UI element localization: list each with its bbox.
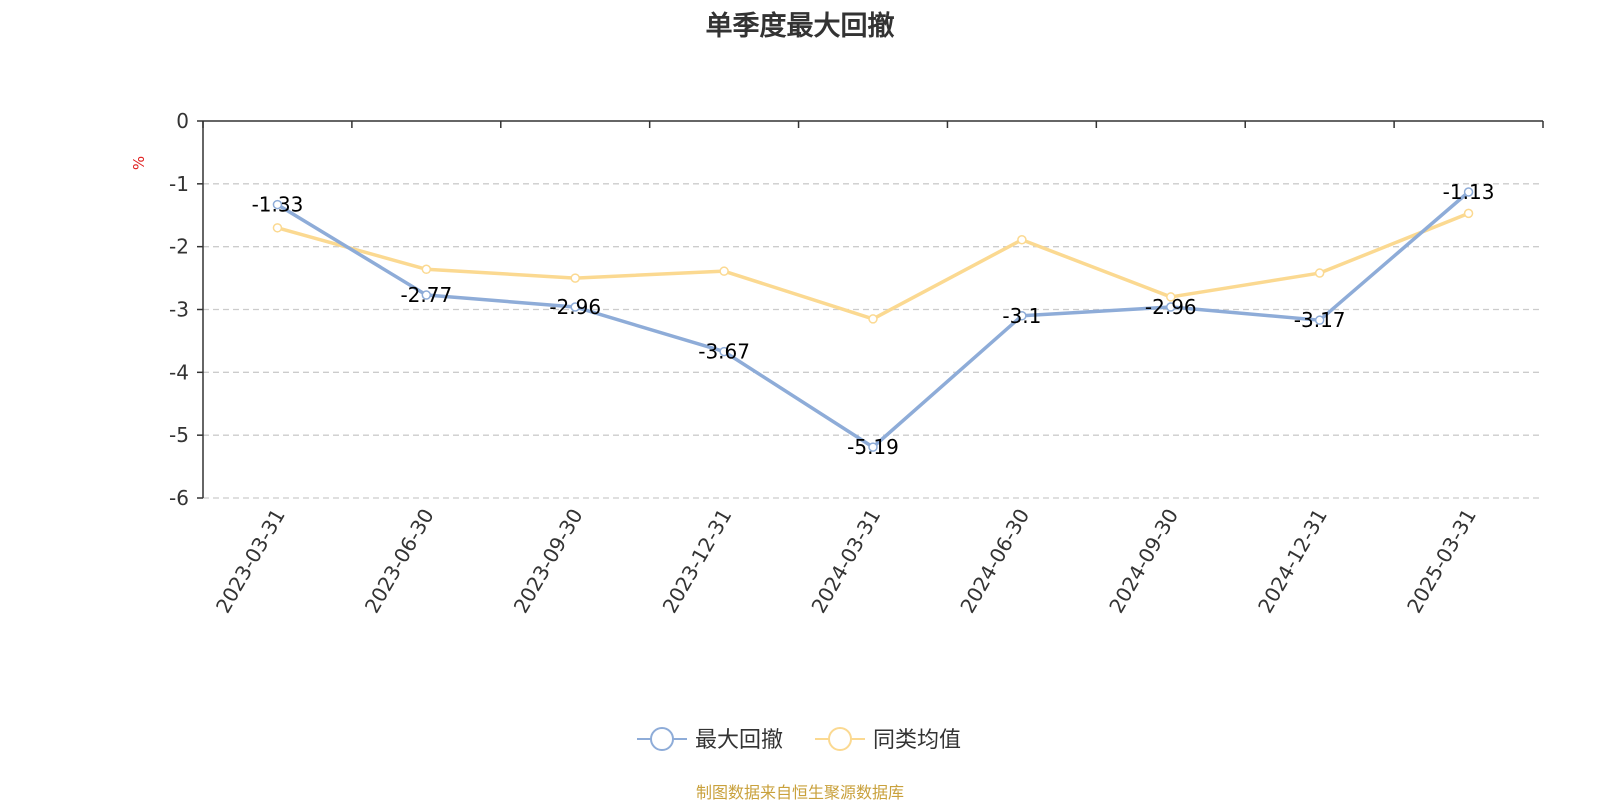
data-point[interactable] [570, 273, 580, 283]
y-axis-label: % [130, 156, 148, 170]
legend-label: 同类均值 [873, 728, 961, 753]
chart-title: 单季度最大回撤 [705, 11, 895, 42]
y-tick-label: -1 [169, 172, 189, 196]
data-point[interactable] [719, 266, 729, 276]
y-tick-label: -5 [169, 423, 189, 447]
grid-lines [203, 183, 1543, 499]
data-point[interactable] [1166, 302, 1176, 312]
data-label: -1.13 [1443, 180, 1495, 204]
data-point[interactable] [1463, 187, 1474, 197]
x-tick-label: 2024-06-30 [955, 505, 1034, 618]
legend-marker [828, 727, 852, 751]
y-tick-label: -3 [169, 298, 189, 322]
data-point[interactable] [421, 290, 432, 300]
data-label: -3.17 [1294, 308, 1346, 332]
data-label: -3.67 [698, 340, 750, 364]
data-label: -1.33 [252, 193, 304, 217]
data-point[interactable] [1017, 235, 1027, 245]
legend-item-1[interactable]: 同类均值 [815, 727, 961, 753]
data-label: -2.77 [400, 283, 452, 307]
legend-marker [650, 727, 674, 751]
data-point[interactable] [421, 264, 432, 275]
axes: 0 -1 -2 -3 -4 -5 -6% 2023-03-31 2023-06-30 2023-0… [130, 109, 1544, 618]
data-labels: -1.33 -2.77 -2.96 -3.67 -5.19 -3.1 -2.96 -3.17 -… [252, 180, 1495, 459]
x-tick-label: 2023-03-31 [211, 505, 290, 618]
data-point[interactable] [272, 223, 283, 233]
legend: 最大回撤 同类均值 [637, 727, 961, 753]
data-point[interactable] [1463, 208, 1474, 219]
x-tick-label: 2024-03-31 [806, 505, 885, 618]
x-tick-label: 2024-12-31 [1253, 505, 1332, 618]
y-tick-label: -2 [169, 235, 189, 259]
data-point[interactable] [570, 302, 580, 312]
source-note: 制图数据来自恒生聚源数据库 [695, 783, 904, 802]
data-point[interactable] [868, 442, 878, 452]
x-tick-label: 2025-03-31 [1402, 505, 1481, 618]
y-tick-label: 0 [176, 109, 189, 133]
x-tick-label: 2023-12-31 [658, 505, 737, 618]
data-label: -3.1 [1002, 304, 1041, 328]
data-point[interactable] [1166, 292, 1176, 302]
legend-label: 最大回撤 [695, 728, 783, 753]
data-point[interactable] [719, 346, 729, 357]
y-tick-label: -4 [169, 360, 189, 384]
data-label: -2.96 [1145, 295, 1197, 319]
x-tick-label: 2024-09-30 [1104, 505, 1183, 618]
series-lines [272, 187, 1474, 452]
x-tick-label: 2023-09-30 [509, 505, 588, 618]
legend-item-0[interactable]: 最大回撤 [637, 727, 783, 753]
data-point[interactable] [1314, 315, 1325, 325]
y-tick-label: -6 [169, 486, 189, 510]
data-point[interactable] [272, 199, 283, 210]
data-label: -5.19 [847, 435, 899, 459]
data-point[interactable] [1314, 268, 1325, 278]
data-point[interactable] [868, 314, 878, 324]
x-tick-label: 2023-06-30 [360, 505, 439, 618]
data-point[interactable] [1017, 311, 1027, 321]
series-line-1 [276, 211, 1470, 321]
data-label: -2.96 [549, 295, 601, 319]
